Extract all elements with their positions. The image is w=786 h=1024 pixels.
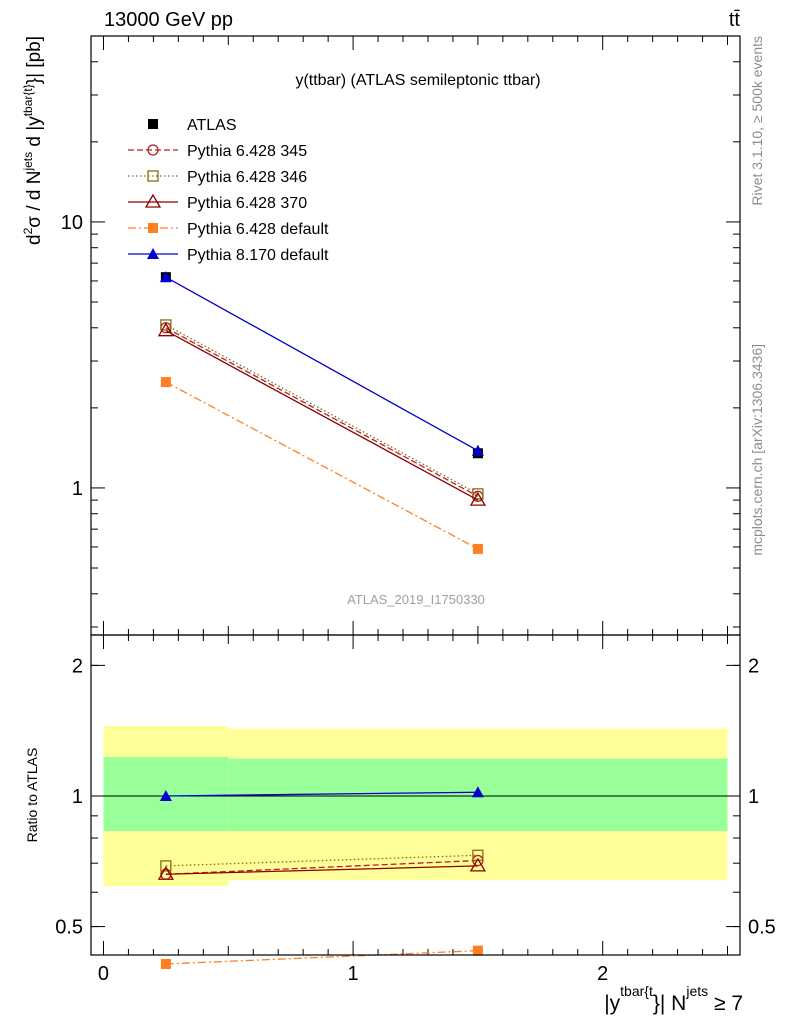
y-tick-label-main: 1 [72,478,83,500]
ylabel-part-4: d |y [24,116,45,152]
ratio-series-line-1 [165,854,478,867]
mcplots-label: mcplots.cern.ch [arXiv:1306.3436] [749,344,765,556]
main-series-line-5 [165,276,479,452]
y-tick-label-ratio-left: 2 [72,655,83,677]
xlabel-part-0: |y [604,992,620,1015]
watermark: ATLAS_2019_I1750330 [347,592,485,607]
xlabel-part-3: jets [685,983,708,999]
main-series-point-4-0 [160,377,171,388]
x-tick-label: 2 [597,963,608,985]
y-tick-label-ratio-left: 0.5 [55,917,83,939]
y-axis-label-ratio: Ratio to ATLAS [24,748,40,843]
legend-marker-1 [147,144,159,156]
y-tick-label-main: 10 [61,212,83,234]
main-series-point-2-0 [160,319,172,331]
y-tick-label-ratio-right: 1 [748,786,759,808]
x-axis-label: |ytbar{t}| Njets ≥ 7 [604,983,743,1015]
ratio-series-line-2 [165,865,478,875]
ratio-series-point-4-0 [159,789,172,801]
main-series-line-3 [165,330,479,501]
ratio-series-point-2-1 [469,857,487,872]
ylabel-part-3: jets [21,152,35,172]
y-tick-label-ratio-right: 0.5 [748,917,776,939]
ratio-series-point-3-0 [160,958,171,969]
main-series-point-2-1 [472,488,484,500]
ratio-series-point-2-0 [157,865,175,880]
ratio-series-line-0 [165,859,478,875]
legend-label-1: Pythia 6.428 345 [187,143,307,160]
legend-marker-0 [148,119,158,129]
rivet-label: Rivet 3.1.10, ≥ 500k events [749,36,765,206]
plot-title: y(ttbar) (ATLAS semileptonic ttbar) [295,72,540,89]
header-right: tt̄ [729,9,741,31]
main-series-line-4 [165,381,479,550]
ratio-series [157,786,487,969]
header-left: 13000 GeV pp [104,9,233,31]
xlabel-part-2: }| N [653,992,686,1015]
ylabel-part-0: d [24,234,45,245]
x-tick-label: 0 [98,963,109,985]
x-tick-label: 1 [348,963,359,985]
xlabel-part-4: ≥ 7 [708,992,743,1015]
legend-label-5: Pythia 8.170 default [187,247,329,264]
ylabel-part-2: σ / d N [24,171,45,228]
ratio-uncertainty-bands [91,725,740,887]
main-series-point-5-1 [471,444,484,456]
ratio-series-point-3-1 [472,945,483,956]
main-series-point-3-0 [157,322,175,337]
y-tick-label-ratio-left: 1 [72,786,83,808]
main-series-line-1 [165,327,479,497]
main-series-point-3-1 [469,491,487,506]
ratio-series-point-4-1 [471,786,484,798]
legend-marker-5 [147,248,159,259]
main-series-point-4-1 [472,543,483,554]
legend-label-3: Pythia 6.428 370 [187,195,307,212]
ratio-series-line-3 [165,950,478,965]
legend-label-4: Pythia 6.428 default [187,221,329,238]
legend-label-2: Pythia 6.428 346 [187,169,307,186]
main-series-line-2 [165,324,479,495]
legend-label-0: ATLAS [187,117,237,134]
ratio-series-point-1-1 [472,849,484,861]
legend-marker-4 [148,223,158,233]
ylabel-part-5: tbar{t} [21,84,35,116]
ratio-series-line-4 [165,791,478,797]
ylabel-part-6: }| [pb] [24,36,45,84]
main-series-point-5-0 [159,271,172,283]
y-axis-label-main: d2σ / d Njets d |ytbar{t}}| [pb] [21,36,45,245]
main-series [157,271,487,554]
axis-ticks: 1 10 0.5 0.5 1 1 2 2 0 1 2 [55,35,776,985]
xlabel-part-1: tbar{t [620,983,653,999]
legend-marker-2 [147,170,159,182]
ratio-series-point-1-0 [160,860,172,872]
ratio-frame [90,634,741,956]
legend-marker-3 [144,193,162,208]
legend: ATLAS Pythia 6.428 345 Pythia 6.428 346 Pyt… [128,117,329,264]
plot-frames [90,35,741,956]
ylabel-part-1: 2 [21,227,35,234]
y-tick-label-ratio-right: 2 [748,655,759,677]
